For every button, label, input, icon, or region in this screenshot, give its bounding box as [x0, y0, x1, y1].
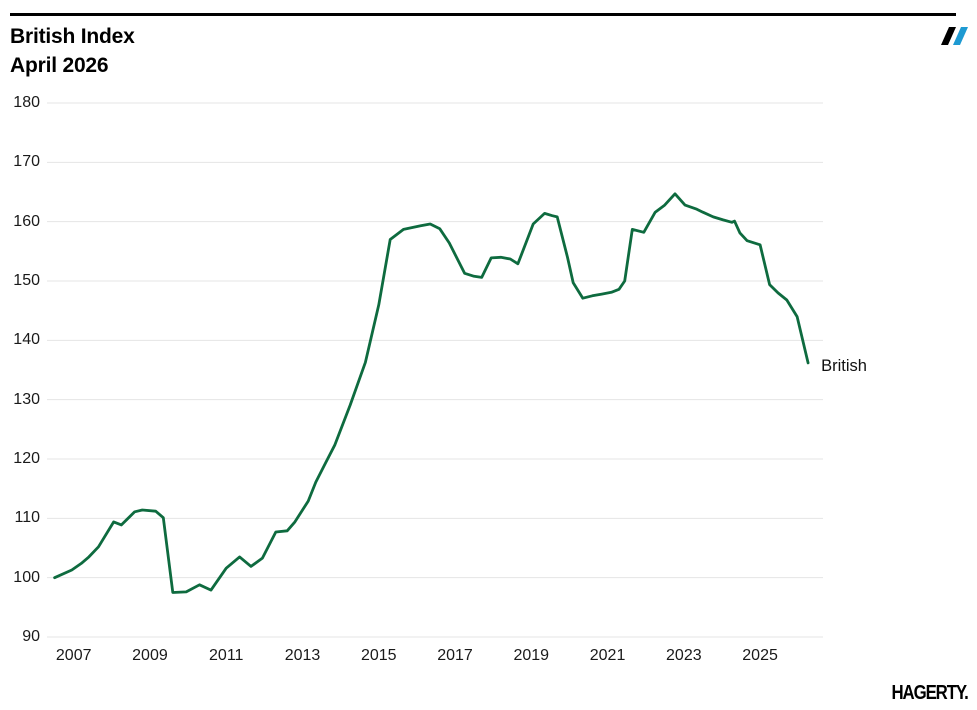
y-tick-label: 110	[14, 509, 40, 527]
chart-title: British Index April 2026	[10, 22, 135, 80]
chart-title-line2: April 2026	[10, 54, 109, 77]
x-tick-label: 2021	[589, 647, 626, 664]
x-tick-label: 2013	[284, 647, 321, 664]
chart-title-line1: British Index	[10, 25, 135, 48]
x-tick-label: 2019	[513, 647, 550, 664]
x-tick-label: 2009	[132, 647, 168, 664]
series-end-label: British	[821, 356, 867, 375]
x-tick-label: 2007	[55, 647, 92, 664]
y-tick-label: 180	[13, 94, 40, 111]
x-tick-label: 2015	[360, 647, 397, 664]
x-tick-label: 2011	[209, 647, 244, 664]
y-tick-label: 140	[13, 331, 40, 349]
hagerty-wordmark: HAGERTY.	[891, 682, 969, 704]
x-tick-label: 2023	[666, 647, 702, 664]
y-tick-label: 120	[13, 450, 40, 467]
x-tick-label: 2017	[437, 647, 473, 664]
y-tick-label: 100	[13, 568, 40, 586]
y-tick-label: 150	[13, 272, 40, 289]
top-rule	[10, 13, 956, 16]
series-line-british	[53, 192, 810, 594]
y-tick-label: 130	[13, 390, 40, 408]
x-tick-label: 2025	[742, 647, 778, 664]
y-tick-label: 160	[13, 212, 40, 230]
y-tick-label: 170	[13, 153, 40, 171]
y-tick-label: 90	[22, 628, 40, 645]
